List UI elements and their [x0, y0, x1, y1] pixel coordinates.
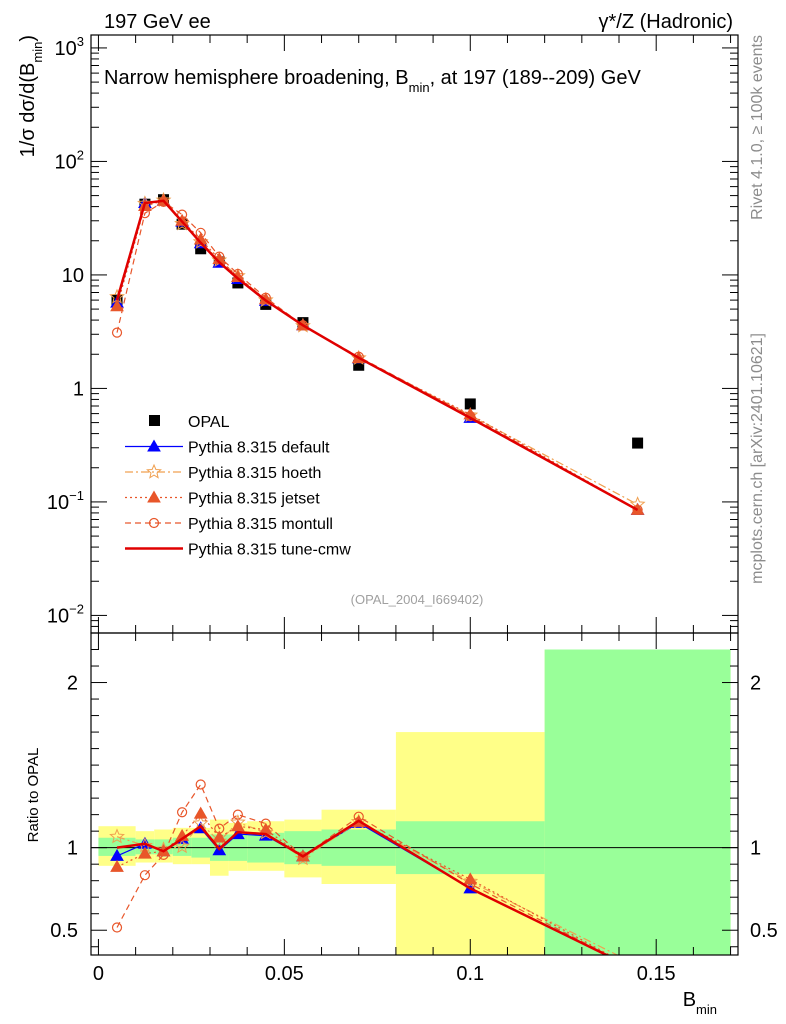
rivet-label: Rivet 4.1.0, ≥ 100k events — [749, 35, 766, 220]
series-point-montull — [111, 327, 123, 338]
x-axis-label: Bmin — [683, 989, 717, 1017]
series-line-montull — [116, 201, 638, 511]
header-left: 197 GeV ee — [104, 11, 211, 33]
legend: OPAL Pythia 8.315 default Pythia 8.315 hoe… — [125, 414, 351, 559]
y-axis-label: 1/σ dσ/d(Bmin) — [17, 35, 45, 157]
header-right: γ*/Z (Hadronic) — [599, 11, 733, 33]
series-line-tune-cmw — [115, 199, 639, 512]
data-point-opal — [353, 359, 365, 371]
y-tick-label: 103 — [55, 34, 84, 60]
y-tick-label: 10 — [62, 265, 84, 287]
ratio-plot-area — [91, 649, 738, 955]
ratio-point-hoeth — [462, 873, 479, 889]
ratio-tick-label-left: 1 — [67, 838, 78, 860]
legend-label-montull: Pythia 8.315 montull — [188, 516, 333, 533]
x-tick-label: 0 — [93, 963, 104, 985]
ratio-tick-label-left: 2 — [67, 673, 78, 695]
series-point-montull — [139, 208, 151, 219]
ratio-line-tune-cmw — [116, 819, 610, 955]
x-tick-label: 0.15 — [637, 963, 676, 985]
ratio-point-jetset — [110, 859, 124, 872]
series-point-jetset — [110, 299, 124, 312]
series-point-montull — [177, 209, 188, 220]
y-tick-label: 10−2 — [47, 601, 84, 627]
legend-marker-montull — [148, 517, 160, 529]
ratio-point-montull — [214, 823, 225, 834]
ratio-point-montull — [139, 870, 151, 881]
plot-title: Narrow hemisphere broadening, Bmin, at 1… — [104, 67, 641, 95]
legend-marker-hoeth — [146, 463, 162, 479]
ratio-y-label: Ratio to OPAL — [25, 748, 42, 843]
x-tick-label: 0.05 — [265, 963, 304, 985]
ratio-point-montull — [177, 807, 188, 818]
ratio-point-hoeth — [174, 838, 191, 854]
y-tick-label: 102 — [55, 147, 84, 173]
series-point-montull — [632, 504, 643, 516]
legend-label-hoeth: Pythia 8.315 hoeth — [188, 465, 321, 482]
ratio-point-jetset — [231, 819, 245, 832]
legend-label-jetset: Pythia 8.315 jetset — [188, 491, 320, 508]
x-tick-label: 0.1 — [456, 963, 484, 985]
series-point-hoeth — [174, 215, 191, 231]
legend-label-opal: OPAL — [188, 414, 230, 431]
ratio-point-montull — [195, 779, 206, 790]
ratio-tick-label-left: 0.5 — [50, 920, 78, 942]
ratio-frame — [90, 632, 739, 956]
data-point-opal — [195, 243, 207, 255]
series-point-montull — [353, 351, 364, 362]
main-plot-area — [109, 191, 646, 516]
series-point-montull — [297, 320, 309, 331]
ratio-tick-label-right: 1 — [750, 838, 761, 860]
ratio-band-inner — [544, 649, 731, 955]
ratio-point-montull — [260, 818, 271, 829]
ratio-point-montull — [232, 809, 243, 820]
legend-marker-opal — [149, 415, 160, 426]
mcplots-label: mcplots.cern.ch [arXiv:2401.10621] — [749, 333, 766, 584]
ratio-point-hoeth — [257, 824, 274, 840]
ratio-point-montull — [111, 922, 123, 933]
series-line-hoeth — [116, 199, 638, 505]
data-point-opal — [464, 398, 476, 410]
ratio-tick-label-right: 0.5 — [750, 920, 778, 942]
series-point-montull — [195, 227, 206, 238]
ratio-point-hoeth — [211, 832, 228, 849]
legend-marker-default — [147, 439, 161, 452]
legend-marker-jetset — [147, 490, 161, 503]
y-tick-label: 1 — [73, 378, 84, 400]
ratio-point-jetset — [138, 846, 152, 859]
analysis-id: (OPAL_2004_I669402) — [351, 592, 484, 607]
legend-label-tune-cmw: Pythia 8.315 tune-cmw — [188, 542, 351, 559]
ratio-point-montull — [297, 851, 309, 862]
y-tick-label: 10−1 — [47, 488, 84, 514]
ratio-point-jetset — [212, 830, 227, 843]
data-point-opal — [632, 437, 644, 449]
ratio-tick-label-right: 2 — [750, 673, 761, 695]
ratio-point-hoeth — [109, 828, 125, 844]
ratio-point-jetset — [193, 806, 208, 819]
legend-label-default: Pythia 8.315 default — [188, 440, 330, 457]
